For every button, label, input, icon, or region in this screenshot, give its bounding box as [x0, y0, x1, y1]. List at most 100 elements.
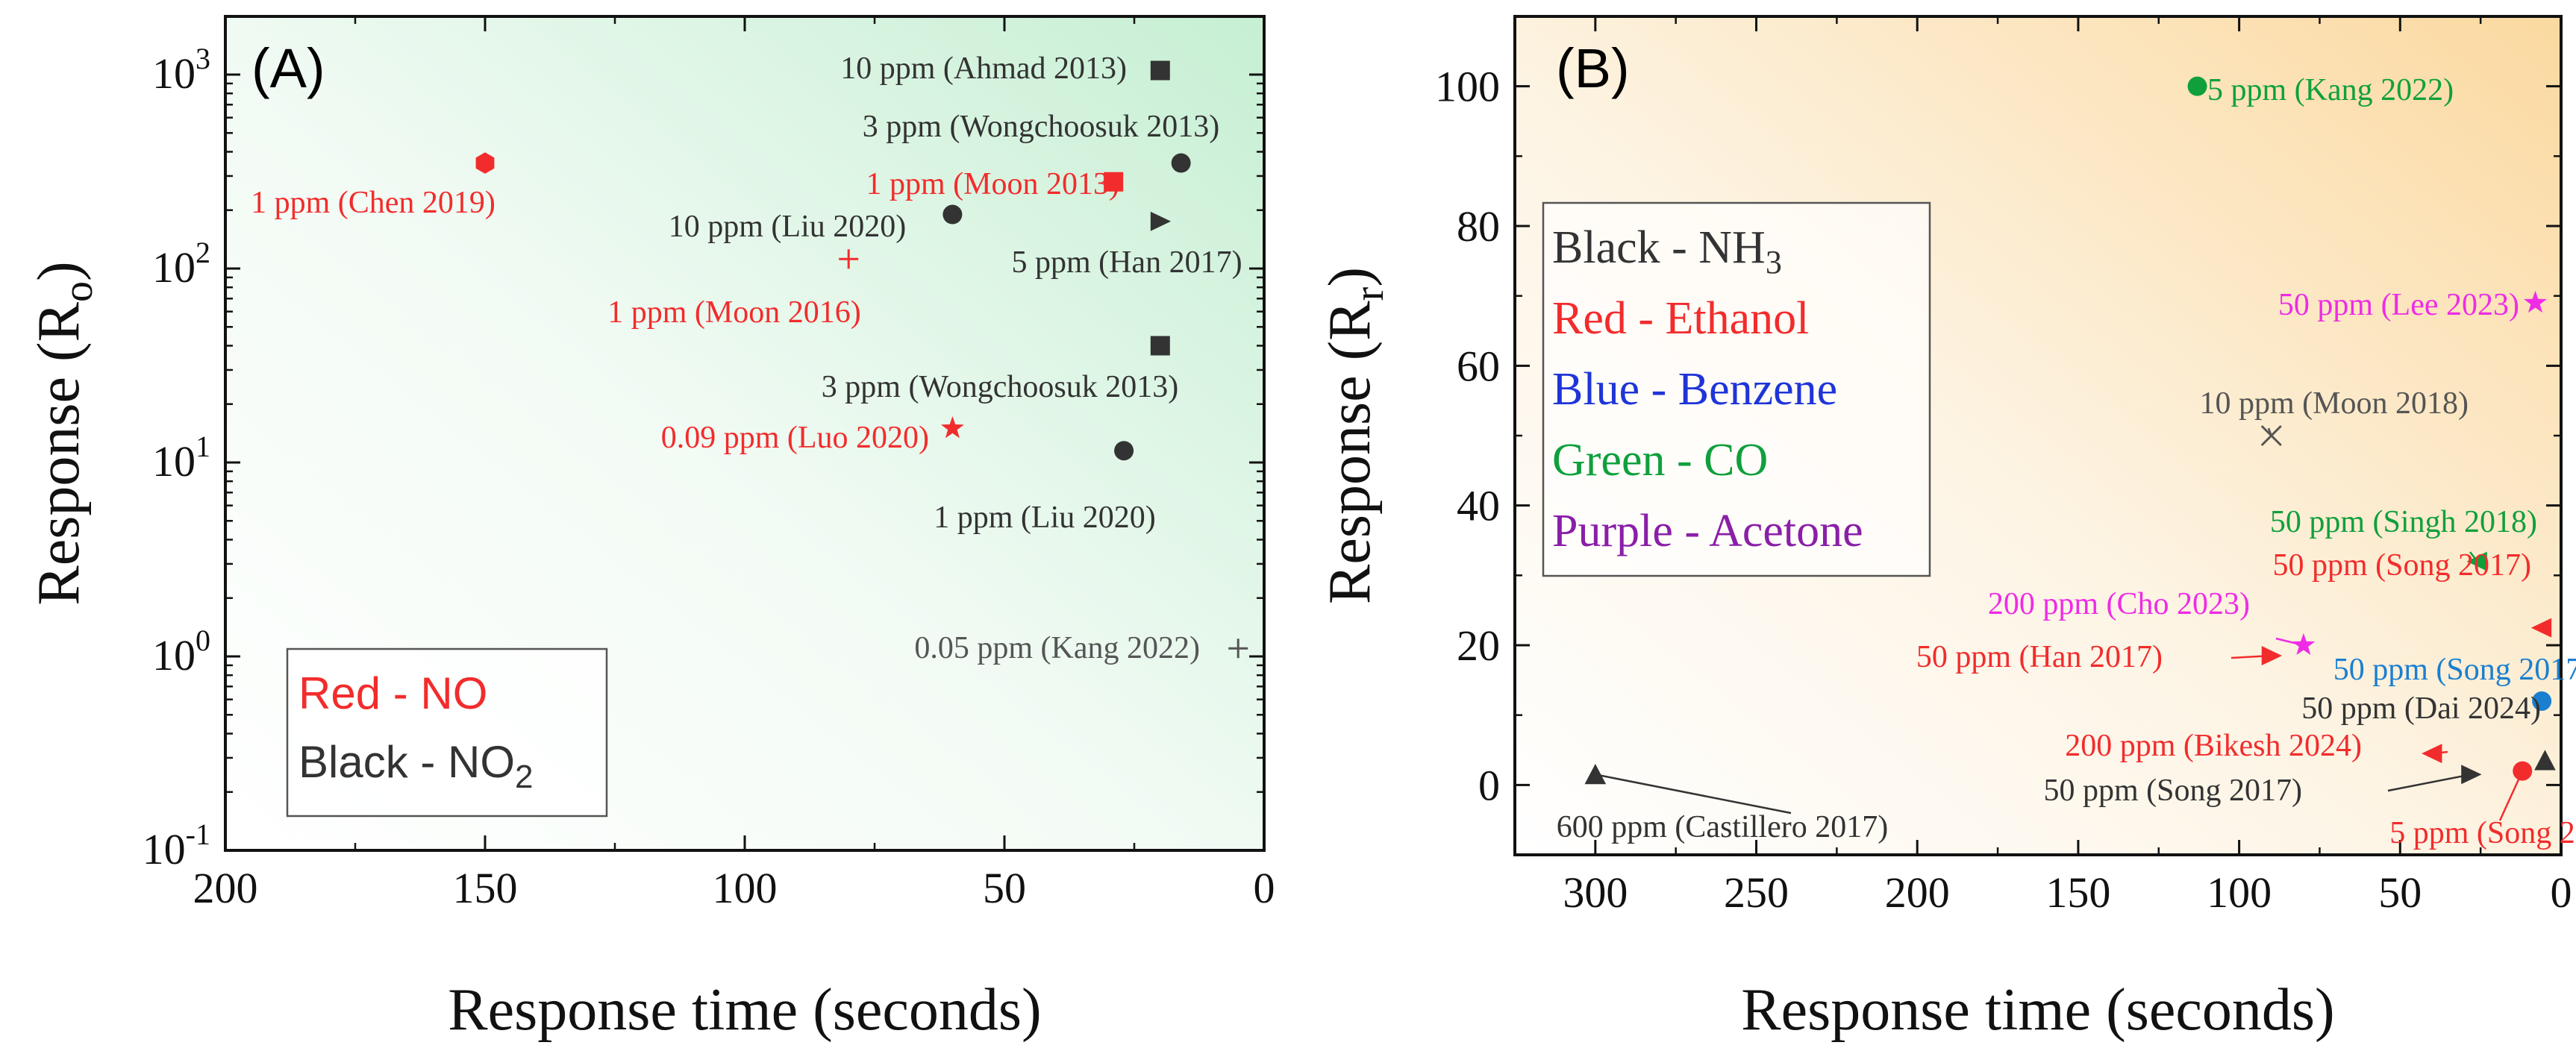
- point-marker: [1228, 639, 1248, 659]
- point-marker: [1150, 336, 1170, 356]
- point-marker: [2466, 551, 2487, 571]
- data-point: 10 ppm (Ahmad 2013): [840, 51, 1170, 86]
- chart-panel-a: 10-1 100 101 102 103 200 150 100 50 0 Response tim…: [26, 15, 1275, 1043]
- point-label: 10 ppm (Liu 2020): [669, 210, 906, 244]
- panel-label-a: (A): [251, 37, 325, 99]
- y-tick-label: 40: [1457, 482, 1500, 530]
- y-tick-label: 100: [1435, 63, 1500, 111]
- point-label: 1 ppm (Moon 2016): [607, 295, 861, 330]
- y-tick-label: 60: [1457, 342, 1500, 390]
- y-axis-label: Response (Ro): [26, 261, 101, 605]
- point-label: 1 ppm (Chen 2019): [251, 186, 495, 220]
- leader-line: [1595, 774, 1792, 815]
- x-tick-label: 50: [983, 864, 1026, 912]
- point-marker: [942, 204, 963, 225]
- plot-frame-a: [224, 15, 1266, 852]
- point-label: 200 ppm (Bikesh 2024): [2065, 729, 2362, 763]
- point-marker: [2534, 750, 2556, 771]
- point-marker: [839, 249, 859, 269]
- point-label: 50 ppm (Han 2017): [1916, 640, 2163, 674]
- data-point: 600 ppm (Castillero 2017): [1557, 763, 1888, 844]
- point-label: 50 ppm (Song 2017): [2273, 548, 2532, 583]
- chart-panel-b: 0 20 40 60 80 100 300 250 200 150 100 50 0 Response t…: [1317, 15, 2576, 1043]
- data-point: 5 ppm (Song 2019): [2389, 761, 2576, 850]
- legend-entry: Red - Ethanol: [1552, 293, 1809, 344]
- point-label: 0.05 ppm (Kang 2022): [914, 631, 1200, 665]
- data-point: 5 ppm (Kang 2022): [2187, 73, 2454, 107]
- legend-entry: Green - CO: [1552, 435, 1768, 486]
- point-label: 50 ppm (Song 2017): [2044, 774, 2303, 808]
- point-label: 200 ppm (Cho 2023): [1988, 587, 2250, 621]
- point-marker: [2532, 691, 2552, 711]
- x-axis-label: Response time (seconds): [1741, 977, 2334, 1043]
- point-marker: [2513, 761, 2533, 781]
- x-tick-label: 100: [713, 864, 778, 912]
- data-point: 50 ppm (Han 2017): [1916, 640, 2283, 674]
- data-point: 10 ppm (Moon 2018): [2200, 386, 2469, 447]
- y-tick-label: 100: [152, 624, 210, 680]
- data-point: 1 ppm (Liu 2020): [934, 441, 1156, 535]
- data-point: 50 ppm (Song 2017): [2333, 653, 2576, 711]
- x-tick-label: 200: [193, 864, 258, 912]
- y-axis-label: Response (Rr): [1317, 267, 1392, 604]
- data-point: 50 ppm (Singh 2018): [2270, 505, 2537, 571]
- point-label: 5 ppm (Kang 2022): [2207, 73, 2454, 107]
- data-point: 50 ppm (Song 2017): [2044, 765, 2482, 808]
- legend-entry: Purple - Acetone: [1552, 506, 1863, 556]
- point-label: 3 ppm (Wongchoosuk 2013): [822, 370, 1178, 404]
- y-tick-label: 80: [1457, 202, 1500, 251]
- point-marker: [1171, 153, 1191, 173]
- data-point: 50 ppm (Lee 2023): [2278, 288, 2547, 322]
- point-marker: [1150, 211, 1172, 231]
- point-label: 5 ppm (Song 2019): [2389, 816, 2576, 850]
- leader-line: [2387, 774, 2472, 792]
- data-point: 10 ppm (Liu 2020): [669, 204, 963, 244]
- data-point: 1 ppm (Moon 2013): [866, 167, 1124, 201]
- legend-entry: Red - NO: [298, 668, 487, 718]
- data-point: 1 ppm (Moon 2016): [607, 249, 861, 330]
- point-marker: [2530, 618, 2552, 638]
- legend-a: Red - NO Black - NO2: [286, 647, 608, 818]
- x-tick-label: 50: [2378, 868, 2422, 917]
- point-marker: [2524, 290, 2547, 313]
- point-marker: [2422, 744, 2442, 764]
- point-marker: [475, 152, 495, 174]
- y-tick-label: 10-1: [143, 818, 210, 873]
- legend-entry: Black - NO2: [298, 737, 534, 795]
- point-label: 50 ppm (Dai 2024): [2301, 691, 2541, 726]
- data-point: 3 ppm (Wongchoosuk 2013): [822, 336, 1178, 404]
- y-tick-label: 101: [152, 430, 210, 486]
- point-marker: [1104, 172, 1124, 192]
- data-point: 3 ppm (Wongchoosuk 2013): [863, 110, 1219, 173]
- point-label: 5 ppm (Han 2017): [1011, 245, 1242, 280]
- point-marker: [1150, 60, 1170, 81]
- x-tick-label: 250: [1724, 868, 1789, 917]
- point-marker: [940, 415, 964, 439]
- y-tick-label: 102: [152, 236, 210, 292]
- data-point: 0.09 ppm (Luo 2020): [661, 415, 964, 455]
- x-tick-label: 300: [1563, 868, 1628, 917]
- x-tick-label: 0: [2551, 868, 2572, 917]
- point-marker: [2292, 633, 2316, 656]
- point-label: 1 ppm (Liu 2020): [934, 501, 1155, 535]
- x-tick-label: 200: [1885, 868, 1950, 917]
- point-label: 50 ppm (Lee 2023): [2278, 288, 2519, 322]
- point-marker: [1114, 441, 1134, 461]
- data-point: 0.05 ppm (Kang 2022): [914, 631, 1248, 665]
- y-tick-label: 103: [152, 42, 210, 98]
- legend-entry: Black - NH3: [1552, 222, 1782, 280]
- legend-b: Black - NH3 Red - Ethanol Blue - Benzene Gr…: [1542, 201, 1931, 577]
- data-point: 200 ppm (Bikesh 2024): [2065, 729, 2448, 764]
- data-point: 50 ppm (Song 2017): [2273, 548, 2552, 638]
- point-marker: [2261, 646, 2283, 666]
- data-point: 5 ppm (Han 2017): [1011, 211, 1242, 280]
- y-tick-label: 0: [1478, 761, 1500, 809]
- point-label: 10 ppm (Moon 2018): [2200, 386, 2469, 421]
- data-point: 200 ppm (Cho 2023): [1988, 587, 2316, 656]
- x-tick-label: 0: [1254, 864, 1275, 912]
- legend-entry: Blue - Benzene: [1552, 364, 1837, 415]
- data-point: 50 ppm (Dai 2024): [2301, 691, 2556, 771]
- plot-frame-b: [1513, 15, 2563, 856]
- panel-label-b: (B): [1556, 37, 1630, 99]
